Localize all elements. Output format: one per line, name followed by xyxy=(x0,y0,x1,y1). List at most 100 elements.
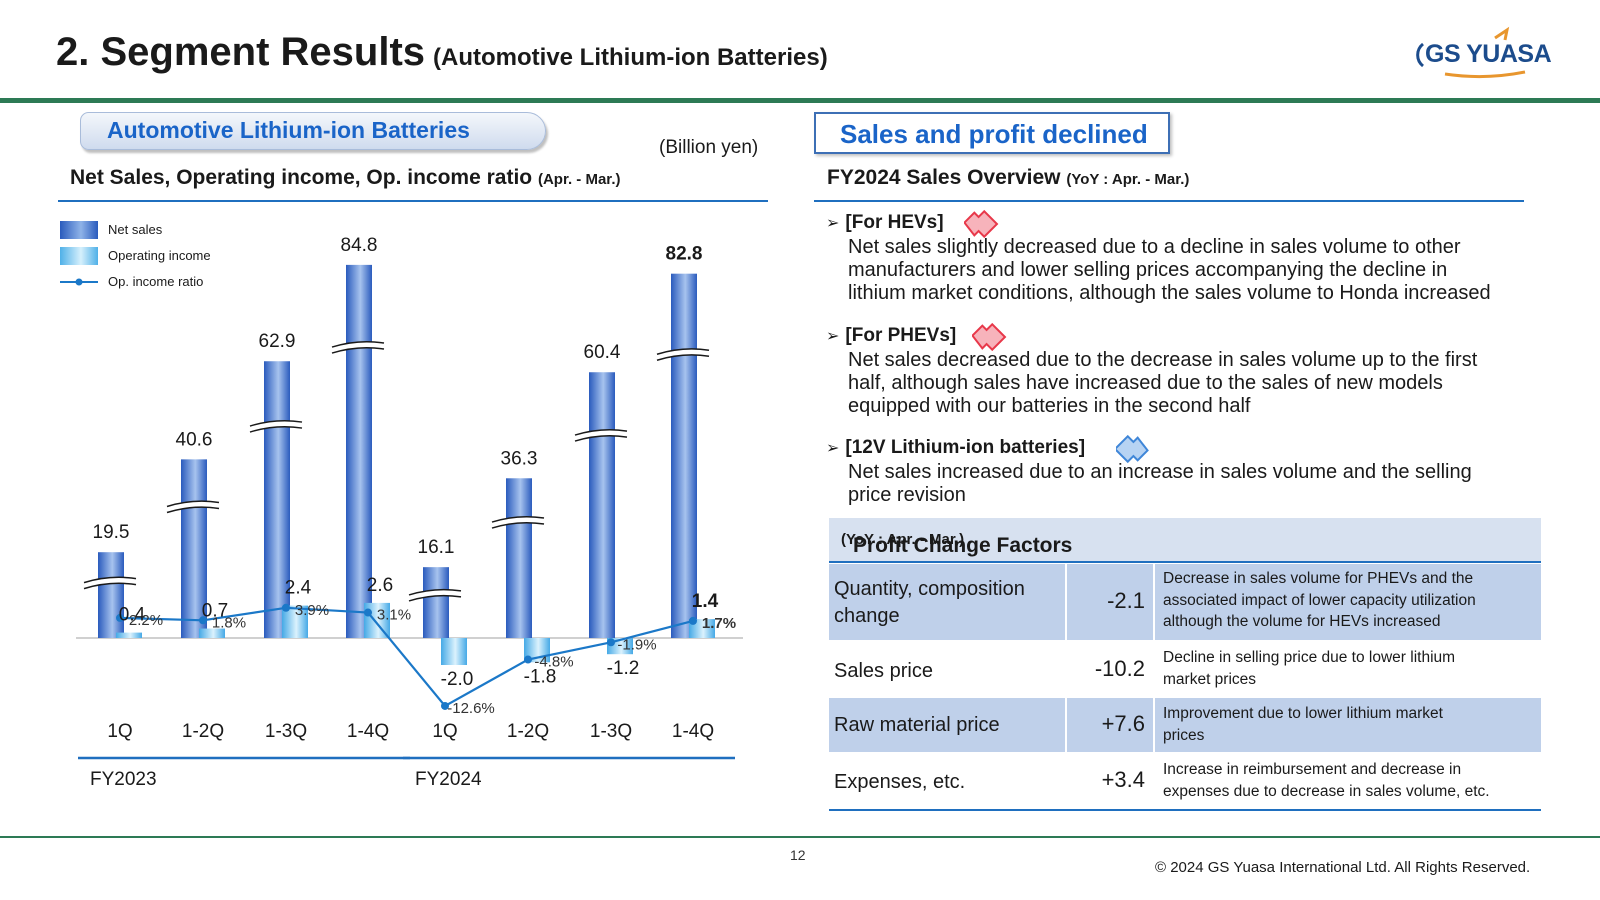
net-sales-label: 19.5 xyxy=(93,522,130,543)
chart-heading-divider xyxy=(58,200,768,202)
axis-break-line xyxy=(249,419,303,427)
bullet-line: price revision xyxy=(848,484,966,506)
overview-divider xyxy=(814,200,1524,202)
operating-income-bar xyxy=(199,628,225,638)
note-cell: Decline in selling price due to lower li… xyxy=(1155,642,1541,696)
ratio-label: -4.8% xyxy=(534,654,573,671)
bullet-marker: ➢ xyxy=(826,215,840,232)
factor-cell: Quantity, composition change xyxy=(829,564,1065,640)
bullet-head: ➢ [For HEVs] xyxy=(826,209,1546,239)
slide-title: 2. Segment Results (Automotive Lithium-io… xyxy=(56,30,828,75)
note-cell: Increase in reimbursement and decrease i… xyxy=(1155,754,1541,808)
operating-income-bar xyxy=(441,638,467,665)
axis-break-line xyxy=(656,348,710,355)
legend-swatch-net-sales xyxy=(60,221,98,239)
net-sales-label: 36.3 xyxy=(501,448,538,469)
category-tick-label: 1-3Q xyxy=(590,721,632,742)
category-tick-label: 1-2Q xyxy=(182,721,224,742)
table-row: Quantity, composition change -2.1 Decrea… xyxy=(829,564,1541,640)
note-line: although the volume for HEVs increased xyxy=(1163,613,1441,630)
bullet-line: Net sales increased due to an increase i… xyxy=(848,461,1472,483)
bullet-body: Net sales slightly decreased due to a de… xyxy=(848,236,1546,305)
factor-line: change xyxy=(834,605,900,627)
category-tick-label: 1-3Q xyxy=(265,721,307,742)
logo-swoosh-icon xyxy=(1416,26,1526,79)
axis-break-gap xyxy=(83,577,137,589)
ratio-point xyxy=(607,638,615,647)
ratio-point xyxy=(524,655,532,664)
table-row: Raw material price +7.6 Improvement due … xyxy=(829,698,1541,752)
category-tick-label: 1Q xyxy=(432,721,457,742)
profit-factors-period: (YoY : Apr. - Mar.) xyxy=(841,531,965,548)
net-sales-bar xyxy=(181,459,207,638)
sales-income-chart: 19.5 0.42.2% 40.6 0.71.8% 62.9 2.4 3.9% 84.8 2.6… xyxy=(76,235,743,790)
bullet-marker: ➢ xyxy=(826,440,840,457)
factor-name: Expenses, etc. xyxy=(834,769,965,796)
legend-swatch-operating-income xyxy=(60,247,98,265)
ratio-label: 3.1% xyxy=(377,607,411,624)
ratio-label: 3.9% xyxy=(295,602,329,619)
bullet-line: half, although sales have increased due … xyxy=(848,372,1443,394)
operating-income-label: 1.4 xyxy=(692,591,719,612)
profit-factors-heading: Profit Change Factors xyxy=(853,534,1073,557)
factor-line: Sales price xyxy=(834,660,933,682)
value-cell: -10.2 xyxy=(1067,642,1153,696)
factor-name: Quantity, composition change xyxy=(834,576,1025,630)
bullet-marker: ➢ xyxy=(826,328,840,345)
table-row: Sales price -10.2 Decline in selling pri… xyxy=(829,642,1541,696)
bullet-body: Net sales decreased due to the decrease … xyxy=(848,349,1546,418)
value-cell: +3.4 xyxy=(1067,754,1153,808)
category-tick-label: 1-4Q xyxy=(672,721,714,742)
net-sales-bar xyxy=(98,552,124,638)
page-subtitle: (Automotive Lithium-ion Batteries) xyxy=(433,44,828,71)
note-line: Decline in selling price due to lower li… xyxy=(1163,649,1456,666)
value-cell: +7.6 xyxy=(1067,698,1153,752)
axis-break-line xyxy=(408,594,462,602)
axis-break-line xyxy=(656,354,710,361)
group-label: FY2024 xyxy=(415,769,482,790)
axis-break-line xyxy=(249,425,303,433)
ratio-label: 1.7% xyxy=(702,615,736,632)
net-sales-label: 40.6 xyxy=(176,429,213,450)
bullet-title: [12V Lithium-ion batteries] xyxy=(845,437,1086,458)
operating-income-label: -2.0 xyxy=(441,669,474,690)
category-axis: 1Q 1-2Q 1-3Q 1-4Q 1Q 1-2Q 1-3Q 1-4Q FY2023 FY2024 xyxy=(78,721,735,790)
profit-factors-title: Profit Change Factors (YoY : Apr. - Mar.… xyxy=(841,526,1072,557)
legend-label-ratio: Op. income ratio xyxy=(108,274,204,289)
axis-break-gap xyxy=(574,429,628,441)
axis-break-line xyxy=(166,506,220,514)
factor-value: -2.1 xyxy=(1107,588,1145,613)
ratio-line xyxy=(119,606,694,708)
note-line: market prices xyxy=(1163,670,1257,688)
factor-cell: Raw material price xyxy=(829,698,1065,752)
table-row: Expenses, etc. +3.4 Increase in reimburs… xyxy=(829,754,1541,808)
axis-break-line xyxy=(408,588,462,596)
bullet-line: lithium market conditions, although the … xyxy=(848,282,1491,304)
ratio-point xyxy=(364,608,372,617)
note-line: associated impact of lower capacity util… xyxy=(1163,591,1476,609)
ratio-point xyxy=(282,603,290,612)
overview-heading-text: FY2024 Sales Overview xyxy=(827,166,1061,189)
net-sales-bar xyxy=(589,372,615,638)
factor-name: Raw material price xyxy=(834,712,1000,739)
axis-break-line xyxy=(574,429,628,436)
factor-note: Improvement due to lower lithium market … xyxy=(1163,703,1535,746)
note-line: Increase in reimbursement and decrease i… xyxy=(1163,761,1462,778)
operating-income-bar xyxy=(116,632,142,638)
segment-tag: Automotive Lithium-ion Batteries xyxy=(80,112,546,150)
note-line: Improvement due to lower lithium market xyxy=(1163,705,1443,722)
operating-income-label: -1.8 xyxy=(524,666,557,687)
net-sales-bar xyxy=(671,273,697,638)
note-line: prices xyxy=(1163,726,1205,744)
factor-cell: Sales price xyxy=(829,642,1065,696)
axis-break-line xyxy=(491,521,545,529)
footer-divider xyxy=(0,836,1600,838)
profit-factors-header: Profit Change Factors (YoY : Apr. - Mar.… xyxy=(829,518,1541,562)
axis-break-gap xyxy=(249,420,303,432)
bullet-hevs: ➢ [For HEVs] Net sales slightly decreased… xyxy=(826,209,1546,305)
ratio-line-layer xyxy=(116,603,697,710)
group-label: FY2023 xyxy=(90,769,157,790)
operating-income-label: -1.2 xyxy=(607,658,640,679)
note-cell: Decrease in sales volume for PHEVs and t… xyxy=(1155,564,1541,640)
chart-heading: Net Sales, Operating income, Op. income … xyxy=(70,166,620,190)
